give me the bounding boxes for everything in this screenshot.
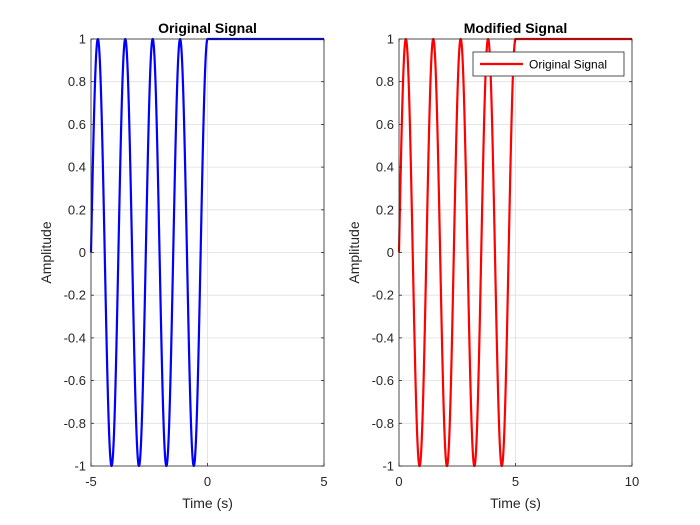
right-plot-panel: -1-0.8-0.6-0.4-0.200.20.40.60.810 5 10Modi… — [346, 20, 639, 511]
chart-title: Original Signal — [158, 20, 257, 36]
legend-entry: Original Signal — [529, 58, 607, 72]
y-tick-label: -0.6 — [64, 373, 86, 388]
left-plot-panel: -1 -0.8 -0.6 -0.4 -0.2 0 0.2 0.4 0.6 0.8 1 -5 0 5 Orig… — [38, 20, 328, 511]
y-tick-label: -0.8 — [372, 416, 394, 431]
x-tick-label: 10 — [625, 474, 639, 489]
y-tick-label: 0.8 — [376, 74, 394, 89]
y-tick-label: -0.6 — [372, 373, 394, 388]
y-tick-label: 0.6 — [68, 117, 86, 132]
y-tick-label: 1 — [79, 32, 86, 47]
signal-line-series-0 — [89, 37, 324, 468]
y-tick-label: -0.4 — [372, 330, 394, 345]
y-tick-label: -1 — [74, 459, 86, 474]
x-tick-label: 5 — [320, 474, 327, 489]
y-tick-label: -0.4 — [64, 330, 86, 345]
x-tick-label: 0 — [395, 474, 402, 489]
signal-line-series-0 — [397, 37, 632, 468]
y-tick-label: 0.4 — [376, 160, 394, 175]
y-tick-label: 0.8 — [68, 74, 86, 89]
y-tick-label: -0.2 — [64, 288, 86, 303]
y-tick-label: -0.8 — [64, 416, 86, 431]
y-axis-label: Amplitude — [38, 221, 54, 283]
x-tick-label: 0 — [204, 474, 211, 489]
y-tick-label: 0.6 — [376, 117, 394, 132]
y-tick-label: -0.2 — [372, 288, 394, 303]
y-tick-label: 1 — [387, 32, 394, 47]
y-axis-label: Amplitude — [346, 221, 362, 283]
y-tick-label: 0.2 — [68, 202, 86, 217]
x-tick-label: -5 — [85, 474, 97, 489]
y-tick-label: 0.4 — [68, 160, 86, 175]
x-axis-label: Time (s) — [182, 495, 233, 511]
y-tick-label: 0 — [79, 245, 86, 260]
y-tick-label: 0 — [387, 245, 394, 260]
chart-title: Modified Signal — [464, 20, 567, 36]
y-tick-label: -1 — [382, 459, 394, 474]
x-tick-label: 5 — [512, 474, 519, 489]
x-axis-label: Time (s) — [490, 495, 541, 511]
y-tick-label: 0.2 — [376, 202, 394, 217]
